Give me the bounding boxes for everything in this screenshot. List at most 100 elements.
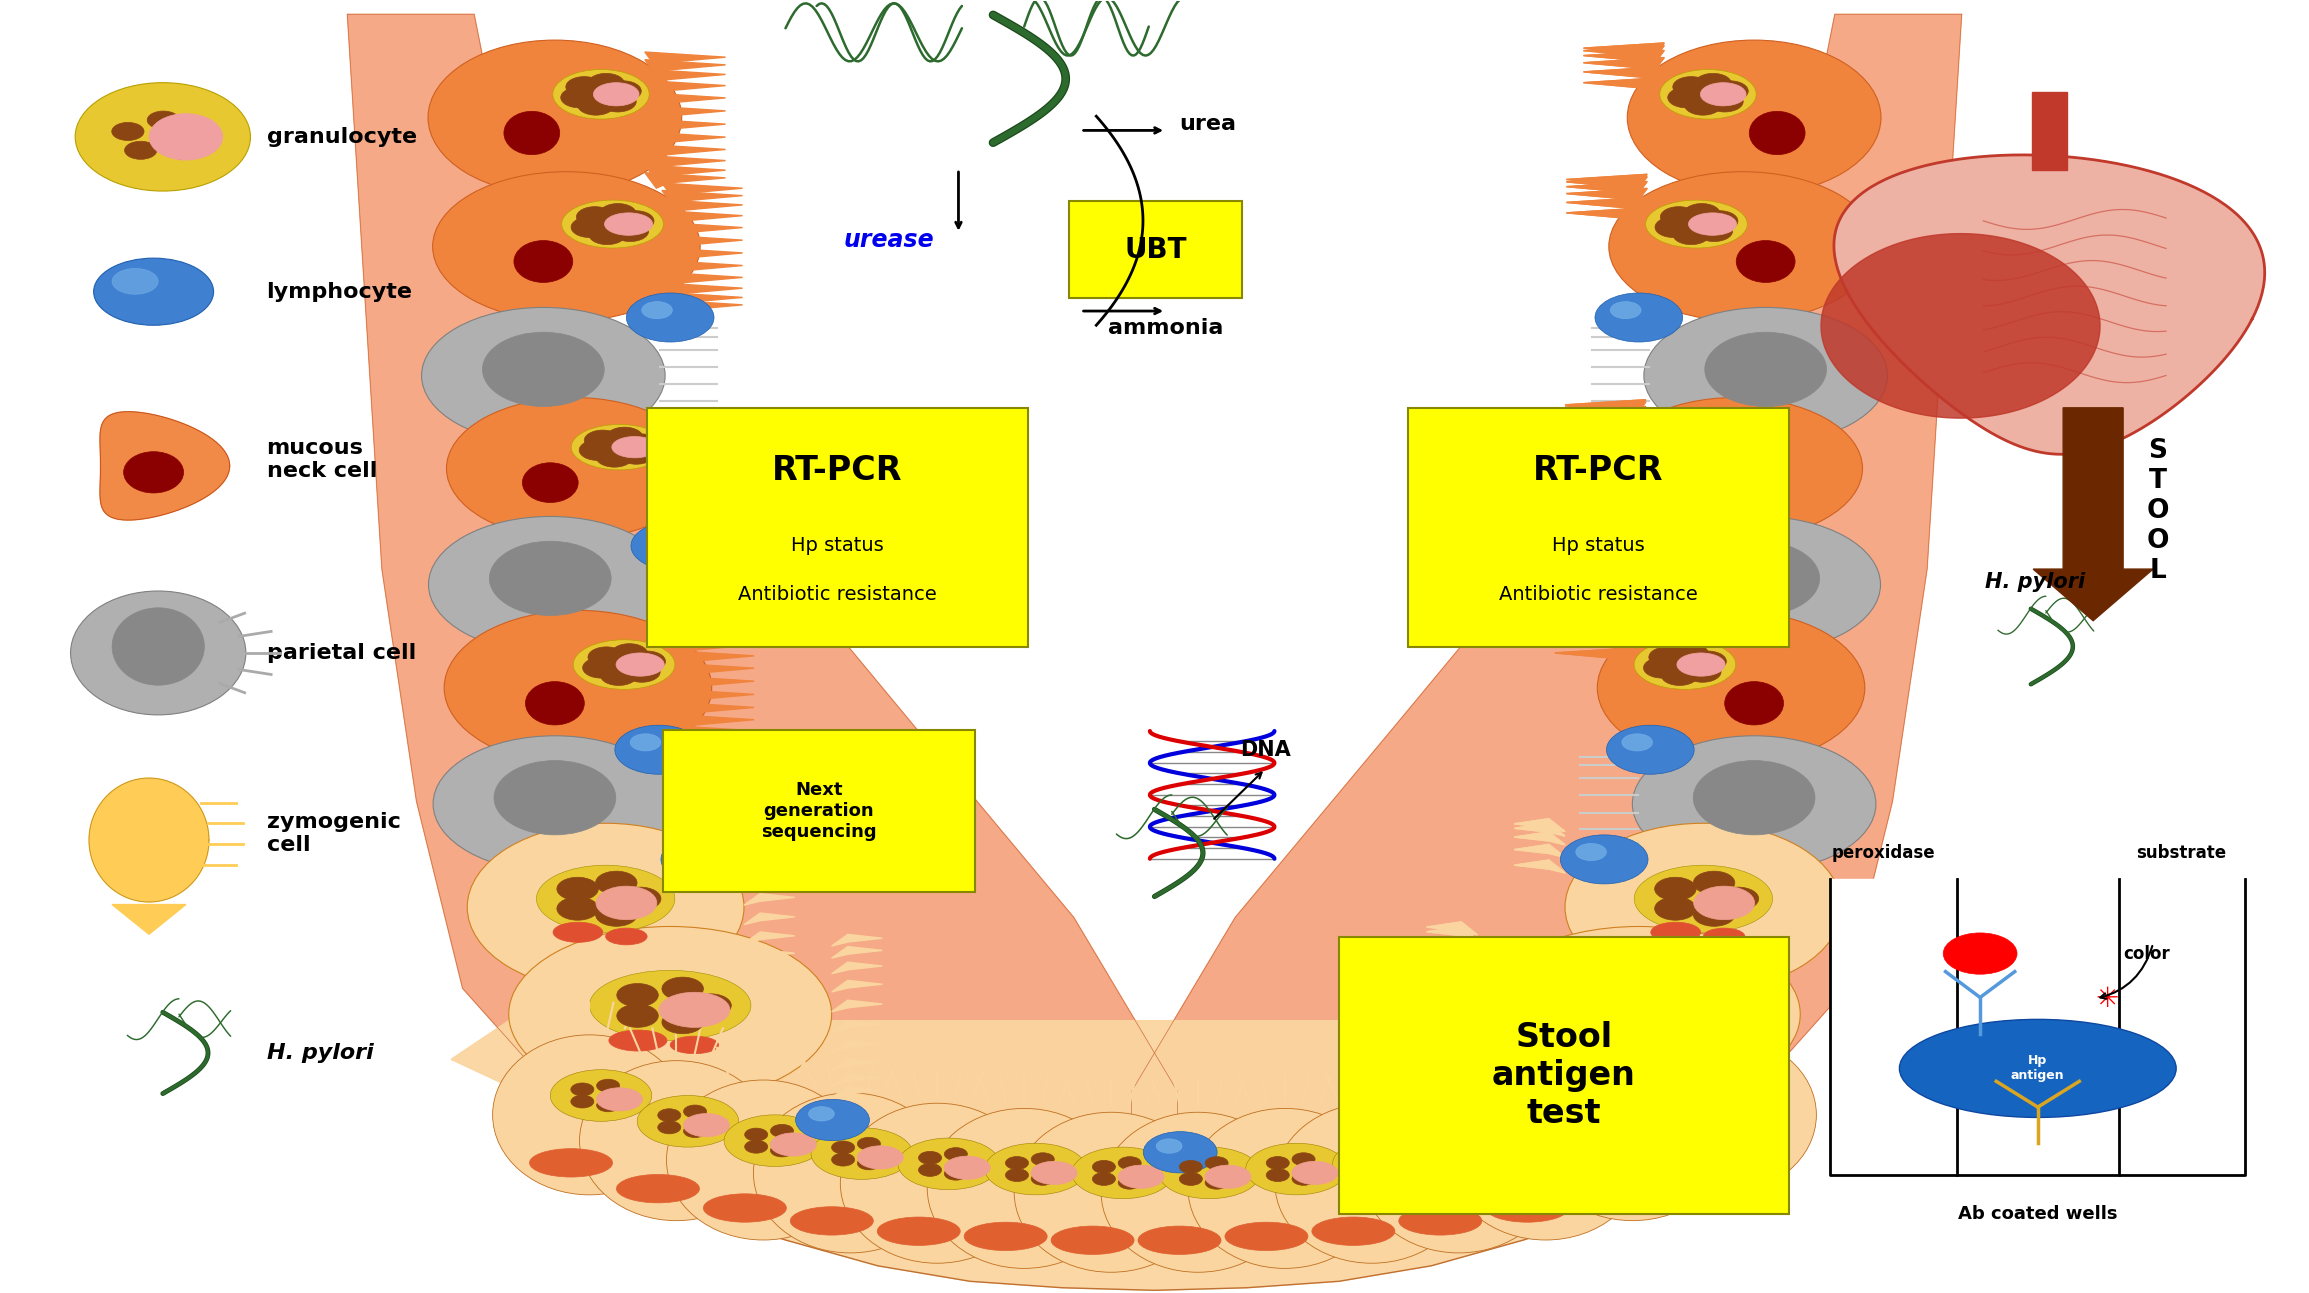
Polygon shape bbox=[644, 119, 725, 134]
Ellipse shape bbox=[1725, 681, 1783, 725]
Text: ✳: ✳ bbox=[2094, 985, 2120, 1012]
Polygon shape bbox=[1554, 628, 1635, 644]
Circle shape bbox=[1205, 1157, 1228, 1170]
Ellipse shape bbox=[1552, 1133, 1598, 1156]
Ellipse shape bbox=[605, 213, 653, 235]
Ellipse shape bbox=[1628, 992, 1699, 1028]
Circle shape bbox=[169, 141, 201, 159]
Ellipse shape bbox=[1159, 1147, 1261, 1199]
Polygon shape bbox=[644, 173, 725, 189]
Polygon shape bbox=[663, 445, 743, 460]
Ellipse shape bbox=[704, 1193, 787, 1222]
Circle shape bbox=[1630, 1011, 1672, 1033]
Polygon shape bbox=[674, 622, 755, 637]
Circle shape bbox=[584, 431, 621, 451]
Polygon shape bbox=[831, 962, 882, 974]
Polygon shape bbox=[1515, 824, 1566, 837]
Polygon shape bbox=[663, 273, 743, 288]
Ellipse shape bbox=[944, 1156, 991, 1179]
Circle shape bbox=[1692, 434, 1729, 455]
Ellipse shape bbox=[1623, 1034, 1817, 1195]
Polygon shape bbox=[674, 715, 755, 731]
Polygon shape bbox=[1833, 155, 2265, 454]
Text: Stool
antigen
test: Stool antigen test bbox=[1492, 1020, 1635, 1130]
Ellipse shape bbox=[725, 1115, 827, 1166]
Ellipse shape bbox=[1644, 308, 1886, 443]
Circle shape bbox=[1180, 1160, 1203, 1173]
Polygon shape bbox=[1427, 927, 1478, 940]
Ellipse shape bbox=[667, 1080, 861, 1240]
Ellipse shape bbox=[1378, 1156, 1425, 1179]
Polygon shape bbox=[644, 70, 725, 85]
Polygon shape bbox=[1554, 621, 1635, 636]
Text: Antibiotic resistance: Antibiotic resistance bbox=[1499, 586, 1697, 604]
Polygon shape bbox=[1566, 406, 1646, 422]
Ellipse shape bbox=[610, 1031, 667, 1051]
Ellipse shape bbox=[683, 1113, 730, 1137]
Ellipse shape bbox=[1727, 1087, 1773, 1111]
Polygon shape bbox=[1131, 14, 1963, 1240]
Polygon shape bbox=[743, 874, 794, 886]
Circle shape bbox=[1706, 92, 1743, 112]
Circle shape bbox=[182, 123, 215, 141]
Circle shape bbox=[1157, 1139, 1182, 1153]
Ellipse shape bbox=[670, 1036, 718, 1054]
Circle shape bbox=[1656, 877, 1697, 900]
Circle shape bbox=[617, 984, 658, 1007]
Polygon shape bbox=[644, 52, 725, 67]
FancyBboxPatch shape bbox=[1069, 202, 1242, 299]
Polygon shape bbox=[644, 145, 725, 160]
Circle shape bbox=[1688, 443, 1725, 464]
Circle shape bbox=[1221, 1166, 1245, 1179]
Ellipse shape bbox=[466, 824, 743, 990]
Polygon shape bbox=[1554, 615, 1635, 631]
Polygon shape bbox=[450, 1020, 1789, 1290]
Polygon shape bbox=[1566, 412, 1646, 428]
Ellipse shape bbox=[1609, 397, 1863, 539]
Circle shape bbox=[1718, 887, 1759, 910]
Polygon shape bbox=[743, 830, 794, 842]
Polygon shape bbox=[663, 235, 743, 251]
Circle shape bbox=[111, 123, 143, 141]
Circle shape bbox=[1667, 87, 1704, 107]
Polygon shape bbox=[644, 106, 725, 122]
Circle shape bbox=[612, 644, 649, 665]
Circle shape bbox=[1503, 1120, 1531, 1134]
Circle shape bbox=[746, 1127, 767, 1140]
Ellipse shape bbox=[113, 608, 203, 685]
Circle shape bbox=[600, 203, 637, 224]
Text: Hp status: Hp status bbox=[792, 535, 884, 555]
Polygon shape bbox=[1554, 613, 1635, 628]
Polygon shape bbox=[1584, 67, 1665, 83]
Polygon shape bbox=[644, 80, 725, 96]
Circle shape bbox=[1004, 1169, 1028, 1182]
Circle shape bbox=[1614, 1109, 1637, 1122]
Circle shape bbox=[1727, 1099, 1750, 1112]
Ellipse shape bbox=[1032, 1161, 1078, 1184]
Circle shape bbox=[600, 92, 637, 112]
FancyArrow shape bbox=[2034, 407, 2152, 621]
Polygon shape bbox=[1515, 818, 1566, 831]
Circle shape bbox=[113, 269, 159, 295]
Circle shape bbox=[1596, 294, 1683, 343]
Ellipse shape bbox=[573, 640, 674, 689]
Circle shape bbox=[1143, 1131, 1217, 1173]
Ellipse shape bbox=[1598, 610, 1866, 765]
Circle shape bbox=[1605, 530, 1637, 547]
Polygon shape bbox=[1566, 432, 1646, 447]
Ellipse shape bbox=[1226, 1222, 1307, 1250]
Text: parietal cell: parietal cell bbox=[266, 643, 416, 663]
Text: lymphocyte: lymphocyte bbox=[266, 282, 413, 301]
Ellipse shape bbox=[1635, 640, 1736, 689]
Circle shape bbox=[623, 662, 660, 683]
Circle shape bbox=[125, 141, 157, 159]
Circle shape bbox=[617, 1005, 658, 1028]
Polygon shape bbox=[831, 980, 882, 992]
Text: DNA: DNA bbox=[1240, 740, 1291, 760]
Ellipse shape bbox=[1639, 1113, 1686, 1137]
Circle shape bbox=[614, 725, 702, 775]
Circle shape bbox=[1702, 211, 1739, 231]
Polygon shape bbox=[663, 518, 743, 534]
Ellipse shape bbox=[617, 653, 665, 676]
Circle shape bbox=[596, 446, 633, 467]
